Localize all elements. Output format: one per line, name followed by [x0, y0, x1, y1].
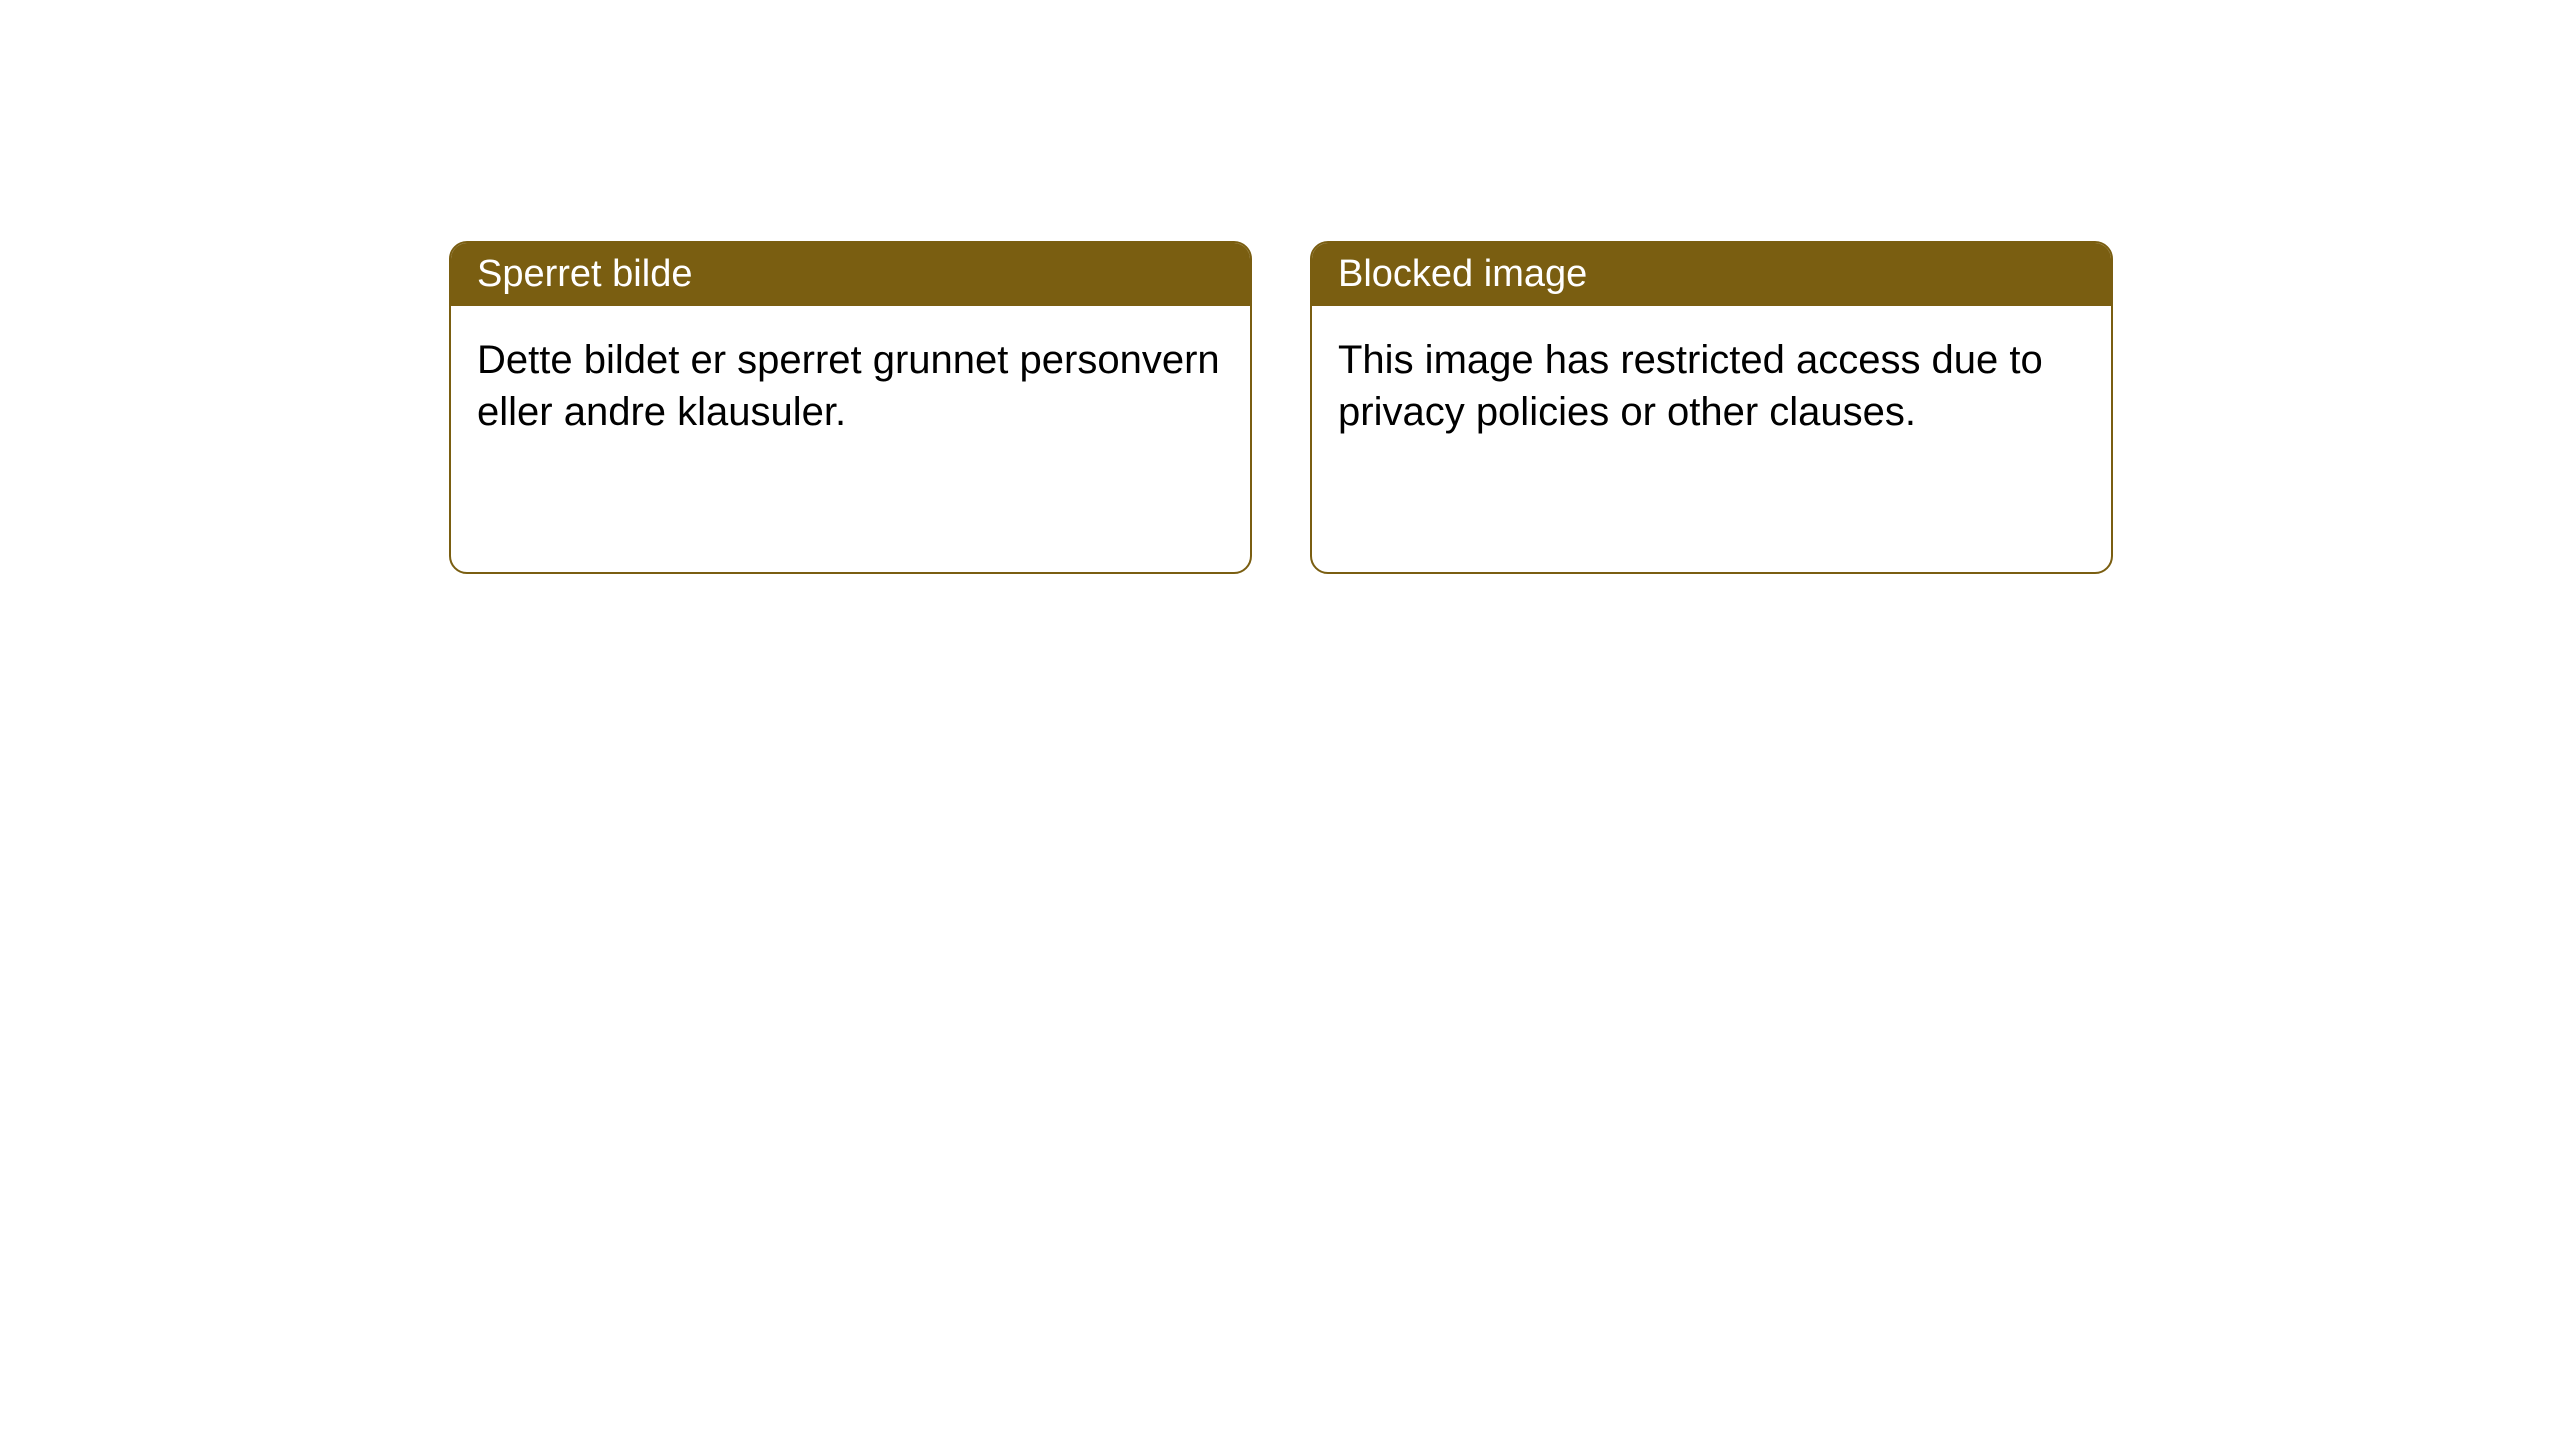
blocked-image-card-norwegian: Sperret bilde Dette bildet er sperret gr… [449, 241, 1252, 574]
card-header-text: Blocked image [1338, 253, 1587, 295]
card-header-text: Sperret bilde [477, 253, 692, 295]
card-body-text: This image has restricted access due to … [1338, 338, 2043, 434]
card-header-norwegian: Sperret bilde [451, 243, 1250, 306]
blocked-image-notices: Sperret bilde Dette bildet er sperret gr… [449, 241, 2113, 574]
card-body-text: Dette bildet er sperret grunnet personve… [477, 338, 1220, 434]
card-body-english: This image has restricted access due to … [1312, 306, 2111, 466]
blocked-image-card-english: Blocked image This image has restricted … [1310, 241, 2113, 574]
card-header-english: Blocked image [1312, 243, 2111, 306]
card-body-norwegian: Dette bildet er sperret grunnet personve… [451, 306, 1250, 466]
